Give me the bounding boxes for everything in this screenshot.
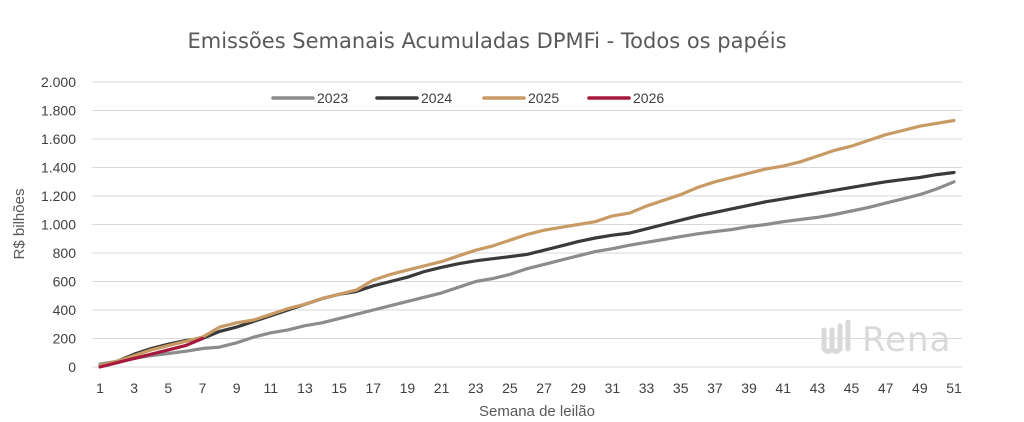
x-tick-label: 19 [400,380,416,396]
x-tick-label: 39 [741,380,757,396]
x-tick-label: 25 [502,380,518,396]
x-tick-label: 5 [164,380,172,396]
y-tick-label: 400 [53,302,77,318]
x-tick-label: 37 [707,380,723,396]
y-tick-label: 600 [53,274,77,290]
x-tick-label: 49 [912,380,928,396]
x-tick-label: 13 [297,380,313,396]
series-line-2026 [98,336,205,369]
watermark-text: Rena [862,320,951,360]
x-tick-label: 17 [365,380,381,396]
y-tick-label: 1.000 [41,217,76,233]
y-tick-label: 1.600 [41,131,76,147]
x-axis-ticks: 1 3 5 7 9 11 13 15 17 19 21 23 25 27 29 31 33 35 37 39 41 43 4… [96,380,962,396]
x-tick-label: 29 [570,380,586,396]
x-tick-label: 31 [605,380,621,396]
x-tick-label: 43 [810,380,826,396]
x-tick-label: 21 [434,380,450,396]
x-axis-label: Semana de leilão [479,403,595,420]
x-tick-label: 45 [844,380,860,396]
y-tick-label: 2.000 [41,74,76,90]
y-axis-label: R$ bilhões [11,189,28,260]
series-line-2023 [98,180,956,366]
x-tick-label: 9 [233,380,241,396]
x-tick-label: 1 [96,380,104,396]
legend-label-2023: 2023 [317,90,348,106]
x-tick-label: 33 [639,380,655,396]
x-tick-label: 7 [199,380,207,396]
chart-title: Emissões Semanais Acumuladas DPMFi - Tod… [187,29,786,53]
legend: 2023 2024 2025 2026 [271,90,664,106]
x-tick-label: 47 [878,380,894,396]
x-tick-label: 27 [536,380,552,396]
x-tick-label: 35 [673,380,689,396]
x-tick-label: 11 [264,380,279,396]
series-layer [98,118,956,369]
x-tick-label: 15 [331,380,347,396]
y-tick-label: 1.400 [41,160,76,176]
x-tick-label: 3 [130,380,138,396]
y-tick-label: 800 [53,245,77,261]
y-tick-label: 1.200 [41,188,76,204]
y-axis-ticks: 0 200 400 600 800 1.000 1.200 1.400 1.600 1.800 2.… [41,74,76,375]
x-tick-label: 51 [946,380,962,396]
legend-label-2026: 2026 [633,90,664,106]
y-tick-label: 1.800 [41,103,76,119]
rena-logo-icon [821,319,851,354]
legend-label-2024: 2024 [421,90,452,106]
series-line-2025 [98,118,956,368]
legend-label-2025: 2025 [528,90,559,106]
grid-layer [92,81,962,368]
y-tick-label: 0 [68,359,76,375]
series-line-2024 [98,170,956,368]
y-tick-label: 200 [53,331,77,347]
x-tick-label: 23 [468,380,484,396]
x-tick-label: 41 [775,380,791,396]
watermark-logo: Rena [821,319,951,360]
